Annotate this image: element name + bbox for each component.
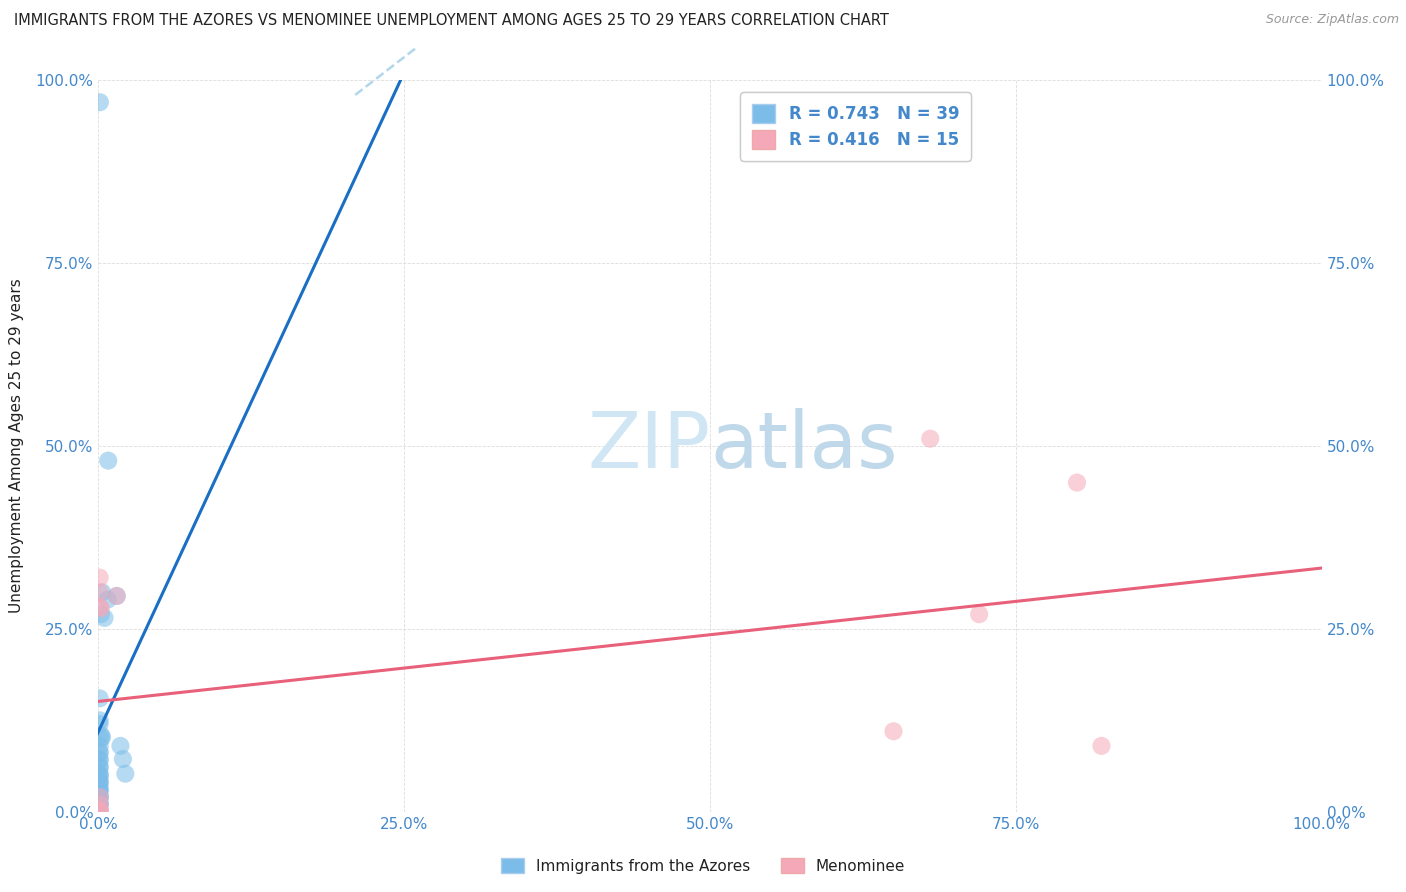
- Point: [97, 592, 120, 607]
- Point: [967, 607, 990, 622]
- Point: [89, 790, 111, 805]
- Point: [1066, 475, 1088, 490]
- Point: [1090, 739, 1112, 753]
- Point: [89, 774, 111, 789]
- Point: [111, 752, 134, 766]
- Point: [97, 453, 120, 467]
- Point: [89, 789, 111, 803]
- Point: [89, 791, 111, 805]
- Point: [89, 803, 111, 817]
- Legend: R = 0.743   N = 39, R = 0.416   N = 15: R = 0.743 N = 39, R = 0.416 N = 15: [740, 92, 970, 161]
- Point: [89, 739, 111, 753]
- Point: [89, 745, 111, 759]
- Point: [89, 754, 111, 768]
- Point: [89, 717, 111, 731]
- Point: [89, 746, 111, 760]
- Point: [89, 761, 111, 775]
- Point: [110, 739, 132, 753]
- Text: ZIP: ZIP: [588, 408, 710, 484]
- Point: [89, 784, 111, 798]
- Point: [89, 796, 111, 810]
- Point: [89, 798, 111, 813]
- Point: [89, 768, 111, 782]
- Point: [883, 724, 905, 739]
- Point: [89, 585, 111, 599]
- Point: [105, 589, 128, 603]
- Point: [89, 714, 111, 728]
- Point: [90, 731, 112, 746]
- Point: [89, 803, 111, 817]
- Point: [90, 728, 112, 742]
- Point: [920, 432, 942, 446]
- Y-axis label: Unemployment Among Ages 25 to 29 years: Unemployment Among Ages 25 to 29 years: [10, 278, 24, 614]
- Point: [91, 730, 114, 744]
- Point: [89, 805, 111, 819]
- Point: [89, 571, 111, 585]
- Point: [89, 777, 111, 791]
- Point: [114, 766, 136, 780]
- Point: [89, 766, 111, 780]
- Point: [93, 611, 115, 625]
- Point: [89, 770, 111, 784]
- Point: [90, 607, 112, 622]
- Point: [89, 775, 111, 789]
- Text: atlas: atlas: [710, 408, 897, 484]
- Point: [89, 797, 111, 812]
- Point: [105, 589, 128, 603]
- Point: [89, 759, 111, 773]
- Point: [89, 782, 111, 797]
- Point: [89, 781, 111, 796]
- Point: [89, 599, 111, 614]
- Legend: Immigrants from the Azores, Menominee: Immigrants from the Azores, Menominee: [495, 852, 911, 880]
- Point: [89, 752, 111, 766]
- Point: [90, 601, 112, 615]
- Point: [89, 95, 111, 110]
- Point: [89, 804, 111, 818]
- Text: Source: ZipAtlas.com: Source: ZipAtlas.com: [1265, 13, 1399, 27]
- Point: [89, 691, 111, 706]
- Point: [89, 797, 111, 812]
- Text: IMMIGRANTS FROM THE AZORES VS MENOMINEE UNEMPLOYMENT AMONG AGES 25 TO 29 YEARS C: IMMIGRANTS FROM THE AZORES VS MENOMINEE …: [14, 13, 889, 29]
- Point: [91, 585, 114, 599]
- Point: [89, 790, 111, 805]
